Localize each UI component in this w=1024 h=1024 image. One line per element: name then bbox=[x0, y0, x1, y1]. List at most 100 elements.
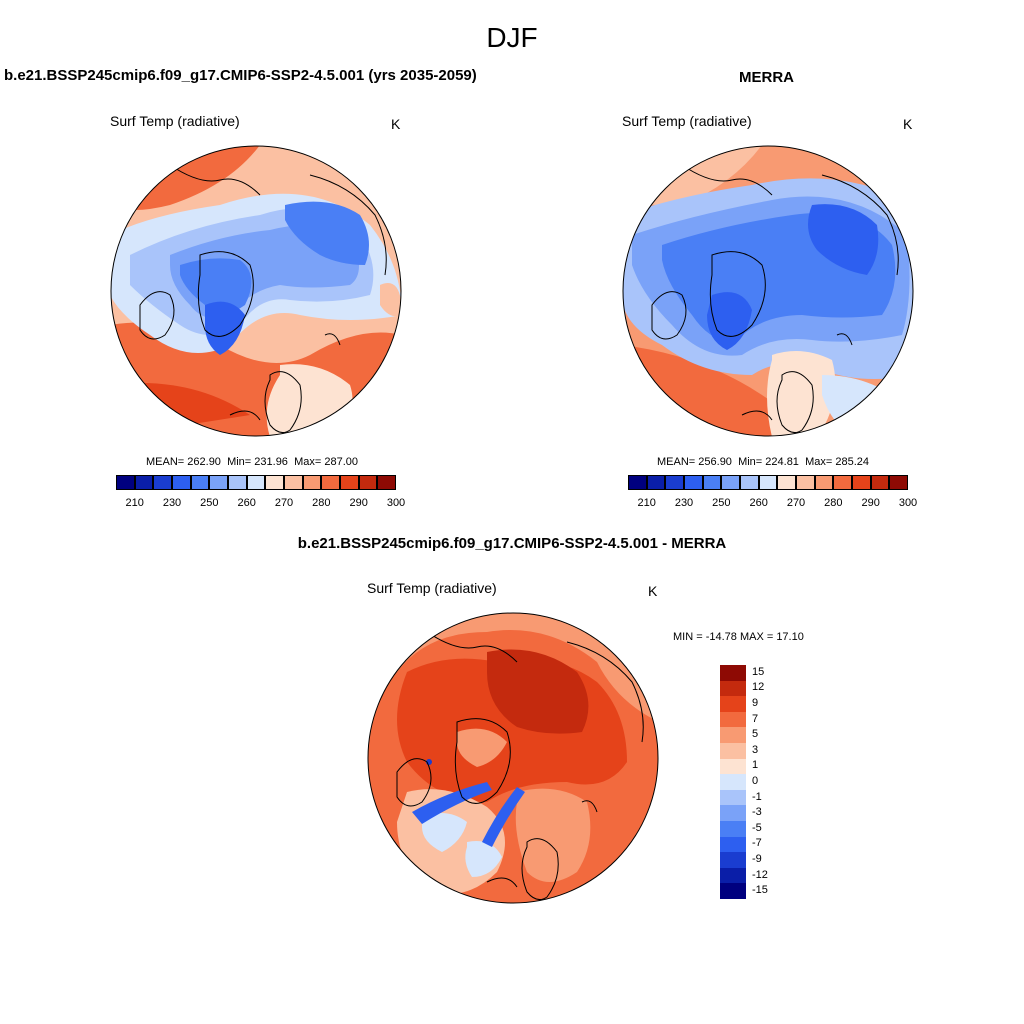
obs-colorbar bbox=[628, 475, 908, 490]
obs-mean-label: MEAN= bbox=[657, 456, 696, 468]
model-variable-label: Surf Temp (radiative) bbox=[110, 113, 240, 129]
model-panel-title: b.e21.BSSP245cmip6.f09_g17.CMIP6-SSP2-4.… bbox=[4, 67, 477, 84]
colorbar-tick-label: -12 bbox=[752, 868, 768, 881]
diff-panel-title: b.e21.BSSP245cmip6.f09_g17.CMIP6-SSP2-4.… bbox=[297, 535, 727, 552]
colorbar-swatch bbox=[777, 475, 796, 490]
colorbar-swatch bbox=[265, 475, 284, 490]
colorbar-tick-label: -9 bbox=[752, 853, 762, 865]
colorbar-tick-label: 250 bbox=[712, 497, 731, 509]
colorbar-tick-label: 250 bbox=[200, 497, 219, 509]
colorbar-swatch bbox=[377, 475, 396, 490]
diff-colorbar bbox=[720, 665, 746, 899]
colorbar-swatch bbox=[702, 475, 722, 490]
colorbar-swatch bbox=[153, 475, 172, 490]
model-colorbar bbox=[116, 475, 396, 490]
obs-colorbar-ticks: 210 230 250 260 270 280 290 300 bbox=[628, 497, 917, 511]
colorbar-swatch bbox=[720, 789, 746, 806]
colorbar-tick-label: 270 bbox=[274, 497, 294, 509]
colorbar-swatch bbox=[720, 665, 746, 681]
colorbar-swatch bbox=[720, 680, 746, 697]
colorbar-tick-label: 290 bbox=[349, 497, 368, 509]
colorbar-swatch bbox=[284, 475, 303, 490]
colorbar-swatch bbox=[246, 475, 266, 490]
colorbar-swatch bbox=[134, 475, 154, 490]
colorbar-tick-label: 0 bbox=[752, 775, 759, 787]
model-stats: MEAN= 262.90 Min= 231.96 Max= 287.00 bbox=[146, 456, 358, 468]
obs-variable-label: Surf Temp (radiative) bbox=[622, 113, 752, 129]
colorbar-swatch bbox=[720, 774, 746, 790]
colorbar-swatch bbox=[228, 475, 247, 490]
colorbar-swatch bbox=[665, 475, 684, 490]
obs-polar-map bbox=[622, 145, 914, 437]
colorbar-swatch bbox=[720, 743, 746, 759]
colorbar-swatch bbox=[720, 821, 746, 837]
diff-units-label: K bbox=[648, 583, 658, 599]
model-polar-map bbox=[110, 145, 402, 437]
colorbar-tick-label: 280 bbox=[312, 497, 331, 509]
colorbar-swatch bbox=[340, 475, 359, 490]
colorbar-swatch bbox=[172, 475, 191, 490]
colorbar-swatch bbox=[684, 475, 703, 490]
model-mean-value: 262.90 bbox=[187, 456, 221, 468]
colorbar-swatch bbox=[721, 475, 740, 490]
obs-panel-title: MERRA bbox=[739, 69, 794, 86]
colorbar-tick-label: 210 bbox=[125, 497, 144, 509]
colorbar-tick-label: -15 bbox=[752, 884, 768, 897]
colorbar-swatch bbox=[870, 475, 890, 490]
colorbar-swatch bbox=[358, 475, 378, 490]
colorbar-swatch bbox=[758, 475, 778, 490]
colorbar-swatch bbox=[833, 475, 852, 490]
colorbar-swatch bbox=[720, 883, 746, 899]
diff-variable-label: Surf Temp (radiative) bbox=[367, 580, 497, 596]
colorbar-tick-label: 290 bbox=[861, 497, 880, 509]
colorbar-swatch bbox=[720, 711, 746, 728]
obs-min-label: Min= bbox=[738, 456, 763, 468]
colorbar-swatch bbox=[116, 475, 135, 490]
colorbar-tick-label: 15 bbox=[752, 665, 765, 678]
colorbar-swatch bbox=[302, 475, 322, 490]
colorbar-swatch bbox=[720, 727, 746, 743]
colorbar-swatch bbox=[814, 475, 834, 490]
model-max-value: 287.00 bbox=[324, 456, 358, 468]
colorbar-tick-label: 270 bbox=[786, 497, 806, 509]
colorbar-swatch bbox=[720, 758, 746, 775]
colorbar-tick-label: -1 bbox=[752, 790, 762, 803]
colorbar-swatch bbox=[628, 475, 647, 490]
obs-max-label: Max= bbox=[805, 456, 833, 468]
colorbar-swatch bbox=[646, 475, 666, 490]
colorbar-tick-label: 7 bbox=[752, 712, 759, 725]
colorbar-tick-label: 5 bbox=[752, 728, 759, 741]
colorbar-tick-label: 280 bbox=[824, 497, 843, 509]
model-min-label: Min= bbox=[227, 456, 252, 468]
colorbar-swatch bbox=[720, 867, 746, 884]
colorbar-swatch bbox=[720, 805, 746, 821]
colorbar-tick-label: 300 bbox=[898, 497, 918, 509]
colorbar-swatch bbox=[720, 696, 746, 712]
colorbar-swatch bbox=[720, 836, 746, 853]
model-mean-label: MEAN= bbox=[146, 456, 185, 468]
colorbar-tick-label: 230 bbox=[162, 497, 182, 509]
colorbar-tick-label: -5 bbox=[752, 821, 762, 834]
model-units-label: K bbox=[391, 116, 401, 132]
diff-polar-map bbox=[367, 612, 659, 904]
colorbar-tick-label: 260 bbox=[749, 497, 768, 509]
colorbar-swatch bbox=[720, 852, 746, 868]
colorbar-tick-label: -7 bbox=[752, 837, 762, 850]
colorbar-tick-label: 3 bbox=[752, 743, 759, 756]
diff-minmax: MIN = -14.78 MAX = 17.10 bbox=[673, 631, 804, 643]
colorbar-swatch bbox=[190, 475, 210, 490]
colorbar-swatch bbox=[889, 475, 908, 490]
obs-max-value: 285.24 bbox=[835, 456, 869, 468]
colorbar-swatch bbox=[209, 475, 228, 490]
obs-min-value: 224.81 bbox=[765, 456, 799, 468]
model-colorbar-ticks: 210 230 250 260 270 280 290 300 bbox=[116, 497, 405, 511]
colorbar-swatch bbox=[796, 475, 815, 490]
colorbar-tick-label: 260 bbox=[237, 497, 256, 509]
colorbar-tick-label: 230 bbox=[674, 497, 694, 509]
colorbar-tick-label: 300 bbox=[386, 497, 406, 509]
obs-stats: MEAN= 256.90 Min= 224.81 Max= 285.24 bbox=[657, 456, 869, 468]
obs-mean-value: 256.90 bbox=[698, 456, 732, 468]
model-max-label: Max= bbox=[294, 456, 322, 468]
colorbar-swatch bbox=[852, 475, 871, 490]
model-min-value: 231.96 bbox=[254, 456, 288, 468]
